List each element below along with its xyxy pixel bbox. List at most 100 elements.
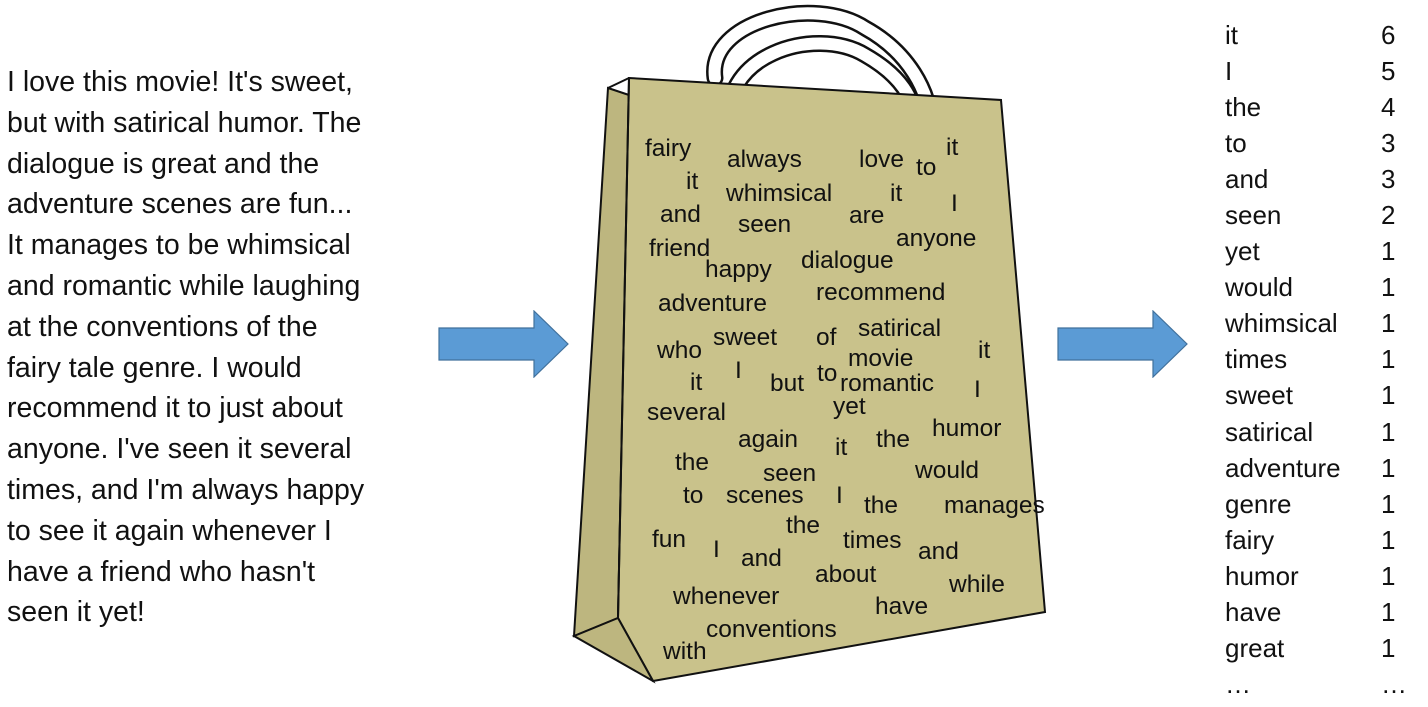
count-value: 3 [1381,163,1396,194]
bag-word: and [918,538,959,565]
count-row: the 4 [1225,89,1425,125]
count-value: 1 [1381,416,1396,447]
bag-word: always [727,146,802,173]
count-word: have [1225,597,1282,628]
bag-word: adventure [658,290,767,317]
bag-word: whimsical [725,180,832,207]
count-word: genre [1225,488,1292,519]
bag-word: manages [944,492,1045,519]
count-value: 1 [1381,597,1396,628]
count-row: fairy 1 [1225,522,1425,558]
count-word: whimsical [1225,308,1338,339]
count-word: fairy [1225,524,1275,555]
bag-word: I [836,482,843,509]
count-value: 1 [1381,272,1396,303]
count-word: yet [1225,236,1260,267]
count-value: 1 [1381,560,1396,591]
count-word: adventure [1225,452,1341,483]
bag-word: seen [738,211,791,238]
bag-word: of [816,324,837,351]
count-value: 6 [1381,19,1396,50]
bag-word: times [843,527,902,554]
count-value: 1 [1381,452,1396,483]
right-arrow-icon [1057,309,1189,383]
count-row: yet 1 [1225,234,1425,270]
count-row: and 3 [1225,161,1425,197]
bag-word: happy [705,256,773,283]
review-text: I love this movie! It's sweet, but with … [7,66,365,629]
word-count-table: it 6 I 5 the 4 to 3 and 3 seen 2 yet 1 would 1 whimsical… [1225,17,1425,703]
count-value: 1 [1381,633,1396,664]
count-row: would 1 [1225,270,1425,306]
count-row: times 1 [1225,342,1425,378]
count-word: humor [1225,560,1299,591]
bag-word: movie [848,345,913,372]
bag-word: friend [649,235,710,262]
bag-word: seen [763,460,816,487]
bag-word: would [914,457,979,484]
count-value: 1 [1381,308,1396,339]
count-word: and [1225,163,1269,194]
bag-word: the [864,492,898,519]
bag-word: it [890,180,902,207]
count-word: would [1225,272,1293,303]
bag-word: I [951,190,958,217]
count-word: seen [1225,200,1282,231]
bag-word: the [876,426,910,453]
bag-word: are [849,202,884,229]
bag-word: scenes [726,482,804,509]
bag-word: the [786,512,820,539]
count-word: it [1225,19,1238,50]
bag-word: anyone [896,225,976,252]
count-row: it 6 [1225,17,1425,53]
count-value: 1 [1381,344,1396,375]
count-row: sweet 1 [1225,378,1425,414]
count-row: …… [1225,667,1425,703]
bag-word: dialogue [801,247,894,274]
bag-word: but [770,370,804,397]
count-value: 3 [1381,127,1396,158]
count-value: … [1381,669,1407,700]
bag-word: recommend [816,279,945,306]
bag-word: it [835,434,847,461]
count-value: 2 [1381,200,1396,231]
count-value: 1 [1381,524,1396,555]
bag-word: it [690,369,702,396]
count-word: I [1225,55,1233,86]
bag-word: romantic [840,370,934,397]
bag-word: whenever [672,583,779,610]
bag-word: I [735,357,742,384]
right-arrow-icon [438,309,570,383]
count-row: humor 1 [1225,558,1425,594]
bag-word: I [713,536,720,563]
count-row: to 3 [1225,125,1425,161]
bag-word: to [916,154,936,181]
count-row: whimsical 1 [1225,306,1425,342]
count-row: satirical 1 [1225,414,1425,450]
bag-body [571,76,1047,684]
count-row: seen 2 [1225,197,1425,233]
count-row: adventure 1 [1225,450,1425,486]
bag-word: again [738,426,798,453]
bag-word: humor [932,415,1001,442]
count-value: 4 [1381,91,1396,122]
bag-word: who [656,337,702,364]
bag-word: it [686,168,698,195]
count-word: to [1225,127,1247,158]
count-word: times [1225,344,1288,375]
bag-word: it [978,337,990,364]
bag-word: the [675,449,709,476]
count-value: 1 [1381,236,1396,267]
shopping-bag: fairy always love to it it whimsical it and seen a… [565,0,1055,707]
bag-word: while [948,571,1005,598]
count-row: have 1 [1225,595,1425,631]
count-value: 1 [1381,488,1396,519]
count-word: … [1225,669,1251,700]
count-row: genre 1 [1225,486,1425,522]
bag-word: and [741,545,782,572]
bag-word: to [817,360,837,387]
bag-word: fairy [645,135,692,162]
count-value: 1 [1381,380,1396,411]
bag-word: yet [833,393,866,420]
